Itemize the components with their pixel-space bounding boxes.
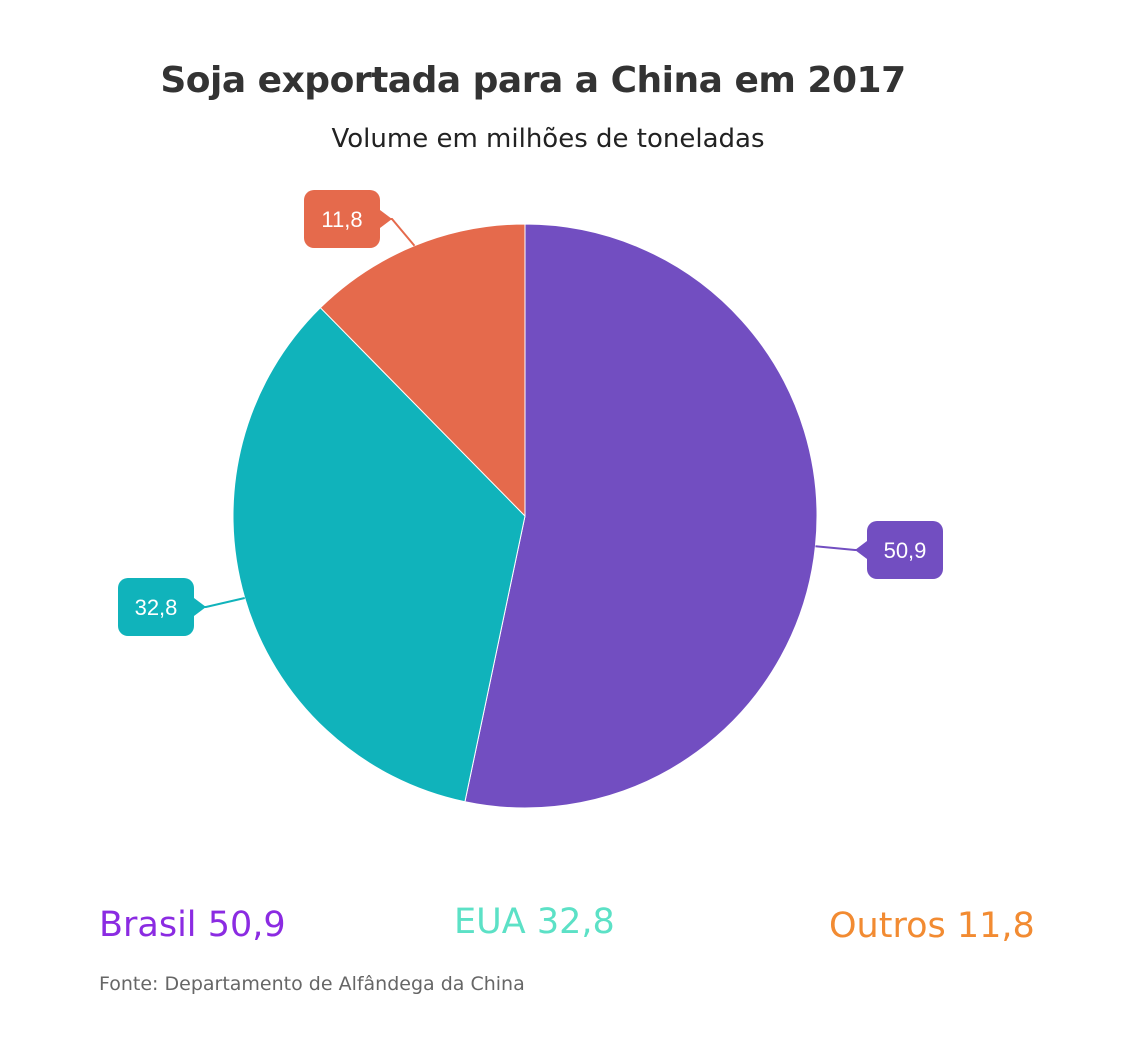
legend-name-brasil: Brasil [99, 905, 197, 945]
legend-value-brasil: 50,9 [207, 905, 286, 945]
pie-slice-eua [232, 306, 526, 803]
legend-item-brasil: Brasil 50,9 [99, 905, 286, 945]
data-label-box-outros [304, 190, 380, 248]
legend-item-outros: Outros 11,8 [829, 906, 1035, 946]
data-label-pointer-eua [194, 598, 206, 616]
pie-data-labels: 50,9 32,8 11,8 [118, 190, 943, 636]
data-label-outros: 11,8 [321, 207, 362, 232]
legend-item-eua: EUA 32,8 [454, 902, 615, 942]
data-label-pointer-brasil [855, 541, 867, 559]
pie-slices [232, 223, 818, 809]
chart-subtitle: Volume em milhões de toneladas [331, 124, 765, 154]
source-note: Fonte: Departamento de Alfândega da Chin… [99, 973, 525, 995]
leader-line-outros [384, 218, 416, 247]
chart-title: Soja exportada para a China em 2017 [160, 60, 906, 101]
data-label-box-brasil [867, 521, 943, 579]
legend-value-eua: 32,8 [536, 902, 615, 942]
legend-value-outros: 11,8 [956, 906, 1035, 946]
leader-line-eua [198, 596, 245, 608]
legend-name-outros: Outros [829, 906, 946, 946]
data-label-box-eua [118, 578, 194, 636]
legend-name-eua: EUA [454, 902, 526, 942]
data-label-eua: 32,8 [135, 595, 178, 620]
pie-chart: 50,9 32,8 11,8 [118, 190, 943, 809]
pie-slice-brasil [464, 223, 818, 809]
data-label-brasil: 50,9 [884, 538, 927, 563]
data-label-pointer-outros [380, 210, 392, 228]
